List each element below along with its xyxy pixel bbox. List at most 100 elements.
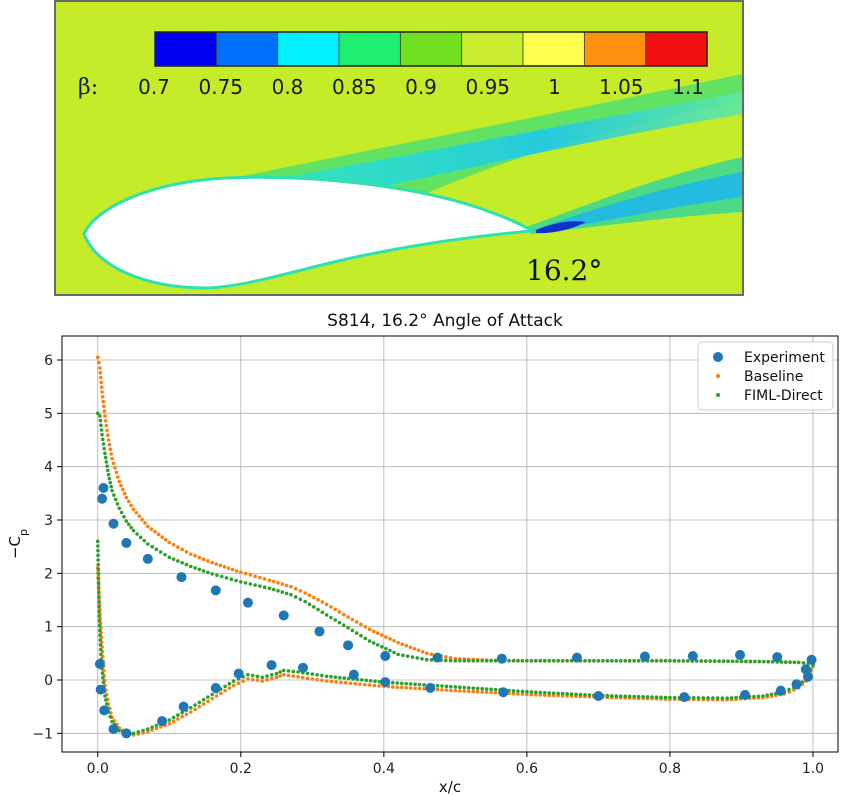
data-point (96, 581, 101, 586)
data-point (350, 617, 355, 622)
beta-contour-panel: β: 0.7 0.75 0.8 0.85 0.9 0.95 1 1.05 1.1 16.2° (54, 0, 744, 296)
data-point (274, 675, 279, 680)
data-point (462, 659, 467, 663)
data-point (337, 610, 342, 614)
data-point (201, 557, 206, 562)
data-point (234, 578, 238, 583)
data-point (98, 643, 103, 647)
data-point (672, 695, 677, 700)
data-point (105, 468, 110, 473)
data-point (171, 542, 176, 547)
data-point (587, 659, 592, 663)
data-point (94, 659, 105, 669)
data-point (348, 681, 353, 686)
data-point (184, 549, 189, 554)
data-point (341, 612, 346, 617)
data-point (420, 657, 424, 661)
data-point (241, 679, 245, 683)
data-point (265, 678, 269, 682)
data-point (466, 689, 471, 694)
data-point (104, 702, 109, 706)
data-point (109, 484, 113, 489)
data-point (223, 688, 227, 693)
data-point (115, 475, 120, 479)
data-point (359, 622, 363, 627)
data-point (650, 659, 654, 663)
data-point (180, 714, 184, 719)
data-point (126, 499, 131, 504)
data-point (399, 681, 404, 686)
data-point (458, 685, 462, 690)
colorbar-segment (645, 32, 708, 66)
data-point (120, 487, 125, 492)
data-point (753, 659, 757, 664)
data-point (338, 675, 342, 680)
data-point (726, 659, 730, 664)
data-point (210, 696, 214, 701)
data-point (496, 653, 507, 664)
data-point (98, 375, 103, 380)
data-point (218, 691, 223, 696)
data-point (448, 658, 453, 663)
data-point (551, 659, 556, 663)
data-point (193, 707, 197, 712)
data-point (425, 683, 436, 693)
data-point (663, 659, 668, 663)
colorbar (154, 31, 708, 67)
data-point (471, 689, 476, 694)
data-point (206, 699, 210, 704)
data-point (401, 653, 405, 658)
data-point (97, 600, 101, 604)
data-point (206, 695, 210, 699)
data-point (413, 686, 417, 691)
data-point (210, 560, 214, 565)
data-point (435, 687, 440, 692)
data-point (711, 696, 715, 700)
data-point (248, 573, 253, 577)
data-point (448, 655, 453, 660)
data-point (623, 659, 628, 663)
data-point (96, 567, 101, 572)
data-point (99, 652, 103, 657)
data-point (310, 672, 315, 676)
data-point (471, 659, 476, 663)
data-point (806, 654, 817, 665)
data-point (284, 583, 289, 588)
data-point (276, 581, 280, 585)
data-point (97, 614, 101, 618)
data-point (471, 686, 476, 690)
data-point (289, 592, 293, 597)
data-point (117, 506, 122, 511)
data-point (201, 702, 206, 706)
data-point (99, 423, 103, 428)
data-point (343, 681, 348, 685)
data-point (219, 574, 224, 579)
data-point (171, 557, 176, 561)
data-point (364, 678, 369, 683)
data-point (571, 652, 582, 663)
data-point (262, 577, 267, 581)
data-point (547, 691, 552, 695)
data-point (354, 620, 359, 624)
data-point (342, 676, 347, 680)
data-point (300, 675, 305, 680)
data-point (246, 672, 250, 677)
data-point (109, 452, 113, 456)
data-point (188, 710, 193, 714)
data-point (440, 684, 444, 688)
data-point (396, 652, 400, 657)
data-point (404, 685, 408, 690)
data-point (230, 567, 235, 572)
data-point (346, 676, 351, 681)
data-point (511, 659, 516, 663)
data-point (788, 660, 792, 664)
data-point (534, 659, 538, 663)
data-point (103, 451, 107, 456)
data-point (424, 657, 429, 662)
data-point (265, 674, 269, 678)
colorbar-tick-label: 0.8 (272, 75, 304, 99)
data-point (408, 682, 413, 686)
data-point (400, 642, 405, 646)
data-point (560, 691, 565, 696)
legend-box (697, 341, 834, 411)
